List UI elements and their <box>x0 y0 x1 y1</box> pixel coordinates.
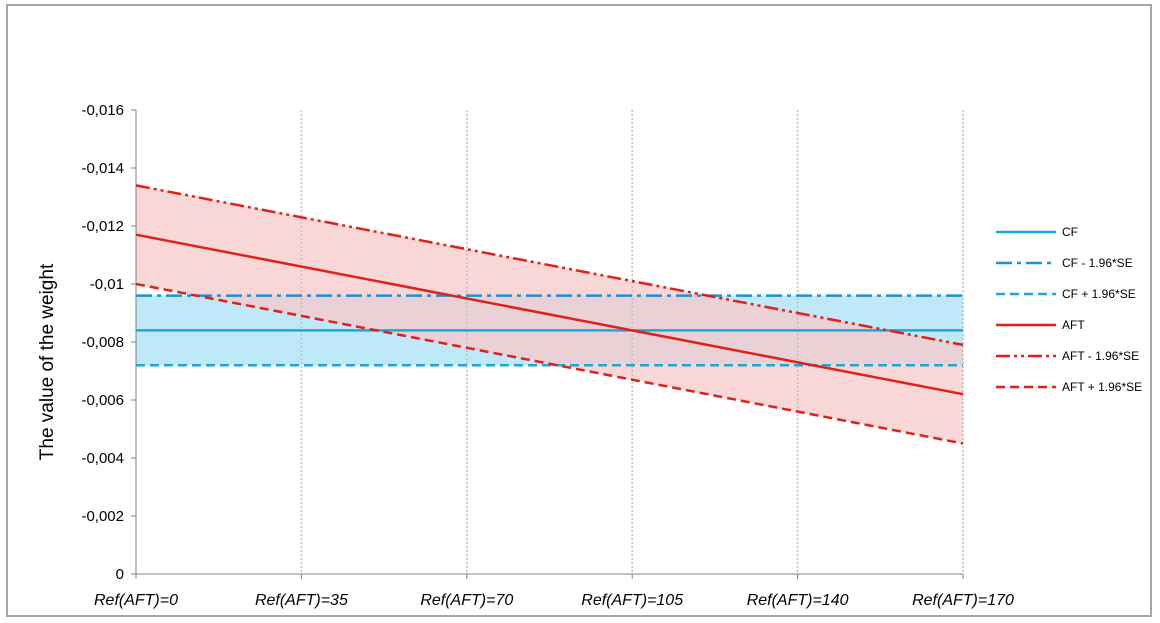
series-line-5 <box>135 282 964 445</box>
legend-label: AFT <box>1062 318 1085 332</box>
x-tick-label: Ref(AFT)=35 <box>255 592 348 609</box>
x-tick-label: Ref(AFT)=0 <box>94 592 178 609</box>
chart-frame: 0 -0,002 -0,004 -0,006 -0,008 -0,01 -0,012 -0,0… <box>6 4 1152 617</box>
y-axis-label: The value of the weight <box>37 263 58 460</box>
series-lines <box>135 184 964 445</box>
legend-label: AFT - 1.96*SE <box>1062 349 1139 363</box>
series-line-4 <box>135 184 964 347</box>
y-tick-labels: 0 -0,002 -0,004 -0,006 -0,008 -0,01 -0,012 -0,0… <box>81 102 124 583</box>
y-tick-label: 0 <box>116 566 124 583</box>
y-tick-label: -0,006 <box>81 392 124 409</box>
y-tick-label: -0,01 <box>90 276 124 293</box>
x-tick-label: Ref(AFT)=170 <box>912 592 1014 609</box>
legend-label: AFT + 1.96*SE <box>1062 380 1142 394</box>
x-tick-label: Ref(AFT)=105 <box>581 592 683 609</box>
line-chart: 0 -0,002 -0,004 -0,006 -0,008 -0,01 -0,012 -0,0… <box>37 102 1142 609</box>
x-tick-labels: Ref(AFT)=0 Ref(AFT)=35 Ref(AFT)=70 Ref(AFT)… <box>94 592 1014 609</box>
y-tick-label: -0,004 <box>81 450 124 467</box>
y-tick-label: -0,008 <box>81 334 124 351</box>
legend-label: CF + 1.96*SE <box>1062 287 1136 301</box>
legend: CF CF - 1.96*SE CF + 1.96*SE AFT AFT - 1.96*… <box>996 225 1142 394</box>
legend-label: CF <box>1062 225 1078 239</box>
y-tick-label: -0,014 <box>81 160 124 177</box>
x-tick-label: Ref(AFT)=70 <box>420 592 513 609</box>
axes <box>131 109 964 579</box>
series-line-3 <box>135 233 964 396</box>
grid-lines <box>300 110 964 574</box>
x-tick-label: Ref(AFT)=140 <box>747 592 849 609</box>
y-tick-label: -0,002 <box>81 508 124 525</box>
legend-label: CF - 1.96*SE <box>1062 256 1133 270</box>
y-tick-label: -0,016 <box>81 102 124 119</box>
y-tick-label: -0,012 <box>81 218 124 235</box>
